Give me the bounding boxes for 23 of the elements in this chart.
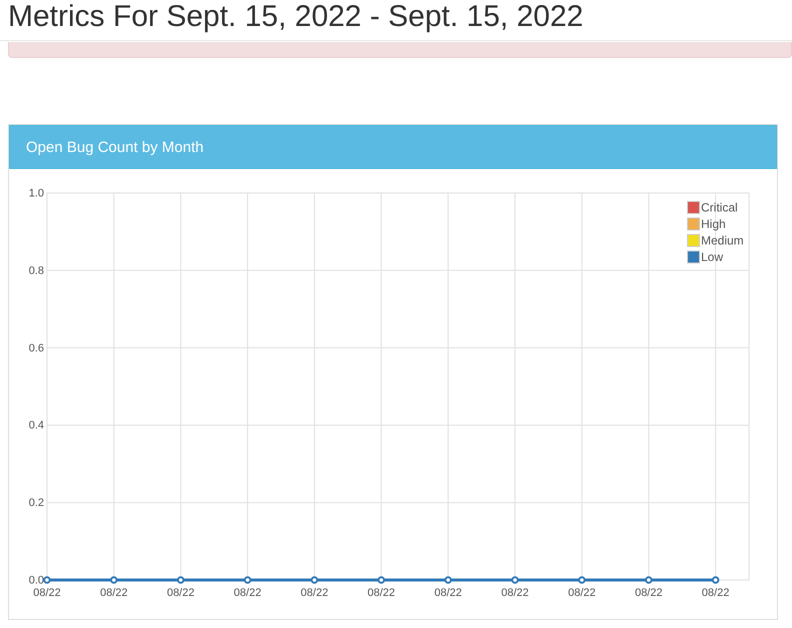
x-tick-label: 08/22 [368,586,396,599]
x-tick-label: 08/22 [166,586,194,599]
x-tick-label: 08/22 [501,586,529,599]
y-tick-label: 0.0 [28,574,44,587]
x-tick-label: 08/22 [434,586,462,599]
x-tick-label: 08/22 [300,586,328,599]
x-tick-label: 08/22 [33,586,61,599]
legend-label: Low [701,250,724,264]
legend-label: Medium [701,234,744,248]
x-tick-label: 08/22 [634,586,662,599]
chart-title: Open Bug Count by Month [9,125,777,169]
text: Metrics For Sept. 15, 2022 - Sept. 15, 2022 [8,0,584,34]
y-tick-label: 0.8 [28,264,44,277]
y-tick-label: 0.2 [28,497,44,510]
x-tick-label: 08/22 [234,586,262,599]
x-tick-label: 08/22 [702,586,730,599]
x-tick-label: 08/22 [568,586,596,599]
y-tick-label: 1.0 [28,188,44,200]
legend-label: Critical [701,200,738,214]
y-tick-label: 0.4 [28,420,44,432]
y-tick-label: 0.6 [28,342,44,354]
x-tick-label: 08/22 [100,586,128,599]
legend-label: High [701,217,726,231]
